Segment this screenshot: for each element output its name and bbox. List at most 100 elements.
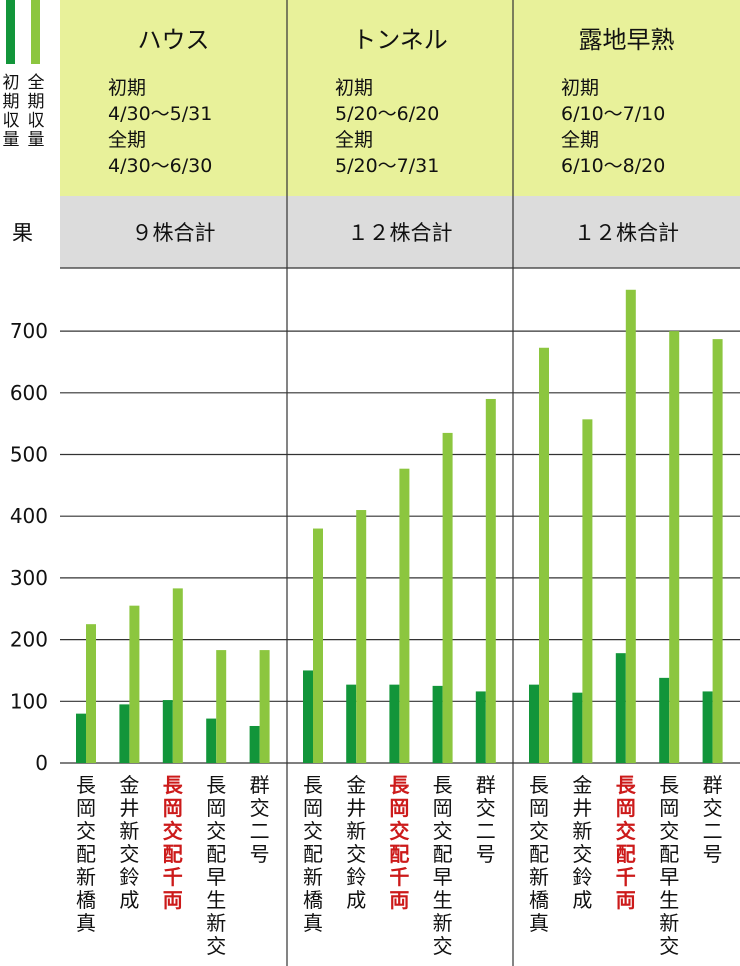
bar-full-yield [86,624,96,763]
bar-full-yield [712,339,723,763]
category-char: 千 [616,865,636,889]
category-char: 岡 [163,796,183,820]
category-char: 生 [659,888,679,912]
group-separators [286,0,514,966]
bar-initial-yield [249,725,260,763]
bar-full-yield [129,605,140,763]
category-char: 新 [76,865,96,889]
category-char: 交 [389,819,409,843]
category-char: 新 [206,911,226,935]
category-char: 配 [206,842,226,866]
category-char: 交 [250,796,270,820]
category-char: 交 [659,819,679,843]
category-char: 両 [163,888,183,912]
category-char: 千 [163,865,183,889]
bar-initial-yield [303,670,313,763]
category-char: 交 [659,934,679,958]
bar-full-yield [539,347,549,763]
y-tick-label: 600 [10,381,48,405]
category-char: 鈴 [572,865,592,889]
legend-char: 期 [28,92,45,112]
bar-initial-yield [346,684,357,763]
category-char: 橋 [303,888,323,912]
bar-initial-yield [529,684,539,763]
bar-full-yield [669,331,680,763]
category-char: 配 [433,842,453,866]
period-line: 初期 [561,77,599,99]
bar-full-yield [216,650,227,763]
category-label: 長岡交配千両 [163,773,184,912]
category-label: 長岡交配早生新交 [206,773,226,958]
category-char: 二 [476,819,496,843]
category-char: 長 [529,773,549,797]
period-line: 6/10～7/10 [561,103,665,125]
category-char: 長 [303,773,323,797]
summary-band [60,196,740,268]
category-char: 生 [206,888,226,912]
category-char: 岡 [433,796,453,820]
category-char: 群 [476,773,496,797]
category-char: 新 [346,819,366,843]
category-label: 長岡交配新橋真 [529,773,549,935]
category-char: 配 [529,842,549,866]
category-char: 二 [250,819,270,843]
category-char: 金 [572,773,592,797]
category-char: 配 [163,842,183,866]
category-char: 早 [659,865,679,889]
category-char: 井 [572,796,592,820]
category-label: 長岡交配千両 [616,773,637,912]
period-line: 全期 [108,129,146,151]
bar-initial-yield [702,691,713,763]
category-char: 交 [346,842,366,866]
category-char: 群 [250,773,270,797]
category-label: 長岡交配新橋真 [303,773,323,935]
category-char: 岡 [76,796,96,820]
category-char: 新 [303,865,323,889]
category-labels: 長岡交配新橋真金井新交鈴成長岡交配千両長岡交配早生新交群交二号長岡交配新橋真金井… [76,773,723,958]
category-char: 号 [703,842,723,866]
period-line: 全期 [335,129,373,151]
category-char: 岡 [206,796,226,820]
category-char: 長 [163,773,184,797]
bar-initial-yield [432,685,443,763]
legend-char: 量 [3,130,20,150]
category-char: 群 [703,773,723,797]
period-line: 初期 [108,77,146,99]
category-char: 長 [206,773,226,797]
category-char: 橋 [76,888,96,912]
category-char: 井 [346,796,366,820]
bar-initial-yield [162,700,173,763]
category-char: 号 [476,842,496,866]
period-line: 6/10～8/20 [561,155,665,177]
category-char: 岡 [616,796,636,820]
bar-initial-yield [572,692,583,763]
category-char: 長 [389,773,410,797]
category-char: 金 [119,773,139,797]
category-char: 岡 [529,796,549,820]
y-tick-label: 300 [10,566,48,590]
category-char: 交 [703,796,723,820]
plant-count-summary: １２株合計 [574,221,679,245]
bar-full-yield [442,432,453,763]
bar-initial-yield [206,718,217,763]
category-char: 成 [119,888,139,912]
y-tick-label: 0 [35,751,48,775]
group-title: 露地早熟 [579,26,675,54]
category-char: 交 [303,819,323,843]
y-tick-label: 200 [10,628,48,652]
legend-char: 期 [3,92,20,112]
legend-swatch-initial [6,0,15,64]
bar-full-yield [399,468,410,763]
category-label: 群交二号 [250,773,270,866]
category-label: 長岡交配早生新交 [659,773,679,958]
category-char: 交 [616,819,636,843]
period-line: 4/30～5/31 [108,103,212,125]
category-label: 群交二号 [476,773,496,866]
category-char: 真 [303,911,323,935]
category-char: 新 [659,911,679,935]
category-char: 長 [616,773,637,797]
category-char: 千 [389,865,409,889]
legend-char: 初 [3,73,20,93]
category-char: 両 [616,888,636,912]
category-char: 交 [572,842,592,866]
